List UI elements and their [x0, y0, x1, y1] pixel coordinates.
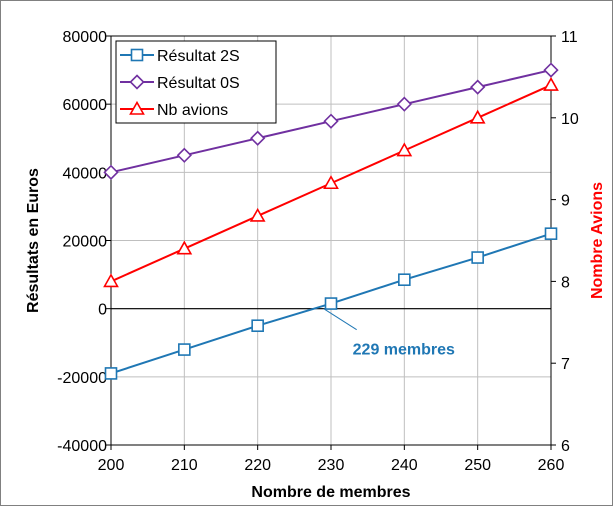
right-tick-label: 7 [561, 356, 570, 373]
right-axis-ticks: 6 7 8 9 10 11 [551, 29, 579, 455]
legend-swatch-marker [129, 74, 145, 90]
annotation-label: 229 membres [353, 342, 455, 359]
data-point-series-2 [250, 130, 266, 146]
y-axis-title: Résultats en Euros [25, 168, 42, 313]
x-axis-ticks: 200 210 220 230 240 250 260 [98, 445, 565, 474]
annotation-leader-line [323, 308, 357, 331]
left-tick-label: -20000 [57, 370, 107, 387]
x-tick-label: 210 [171, 457, 198, 474]
data-point-series-3 [543, 76, 559, 91]
data-point-series-1 [471, 251, 484, 264]
x-tick-label: 230 [318, 457, 345, 474]
data-point-series-3 [176, 240, 193, 255]
series-markers [103, 62, 559, 380]
x-axis-title: Nombre de membres [251, 484, 410, 501]
legend-swatch-marker [129, 100, 145, 115]
data-point-series-3 [396, 142, 413, 157]
right-tick-label: 10 [561, 111, 579, 128]
left-tick-label: 0 [98, 302, 107, 319]
x-tick-label: 240 [391, 457, 418, 474]
left-tick-label: 80000 [63, 29, 108, 46]
x-tick-label: 200 [98, 457, 125, 474]
legend-swatch-marker [130, 48, 144, 62]
legend-label: Nb avions [157, 102, 228, 119]
legend-label: Résultat 2S [157, 48, 240, 65]
left-axis-ticks: -40000 -20000 0 20000 40000 60000 80000 [57, 29, 111, 455]
left-tick-label: 60000 [63, 97, 108, 114]
data-point-series-2 [176, 147, 192, 163]
x-tick-label: 250 [464, 457, 491, 474]
data-point-series-3 [323, 175, 339, 190]
right-tick-label: 11 [561, 29, 578, 46]
data-point-series-2 [103, 164, 119, 180]
x-tick-label: 260 [538, 457, 565, 474]
data-point-series-2 [323, 113, 339, 129]
data-point-series-1 [104, 367, 118, 380]
data-point-series-1 [544, 227, 558, 240]
y2-axis-title: Nombre Avions [589, 182, 606, 299]
right-tick-label: 9 [561, 193, 570, 210]
data-point-series-1 [178, 343, 191, 356]
left-tick-label: 40000 [63, 165, 108, 182]
legend: Résultat 2S Résultat 0S Nb avions [115, 40, 277, 124]
left-tick-label: -40000 [57, 438, 107, 455]
data-point-series-2 [470, 79, 486, 95]
data-point-series-1 [398, 273, 411, 286]
data-point-series-1 [324, 297, 338, 310]
legend-label: Résultat 0S [157, 75, 240, 92]
data-point-series-2 [543, 62, 559, 78]
right-tick-label: 8 [561, 274, 570, 291]
data-point-series-3 [469, 109, 486, 124]
x-tick-label: 220 [244, 457, 271, 474]
data-point-series-1 [251, 319, 264, 333]
data-point-series-3 [249, 207, 266, 222]
right-tick-label: 6 [561, 438, 570, 455]
data-point-series-2 [396, 96, 412, 112]
data-point-series-3 [103, 273, 119, 288]
left-tick-label: 20000 [63, 234, 108, 251]
